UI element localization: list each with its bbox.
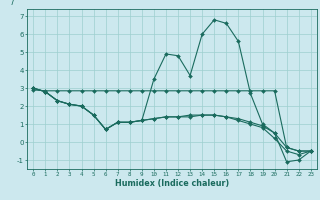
Text: 7: 7 — [9, 0, 14, 7]
X-axis label: Humidex (Indice chaleur): Humidex (Indice chaleur) — [115, 179, 229, 188]
